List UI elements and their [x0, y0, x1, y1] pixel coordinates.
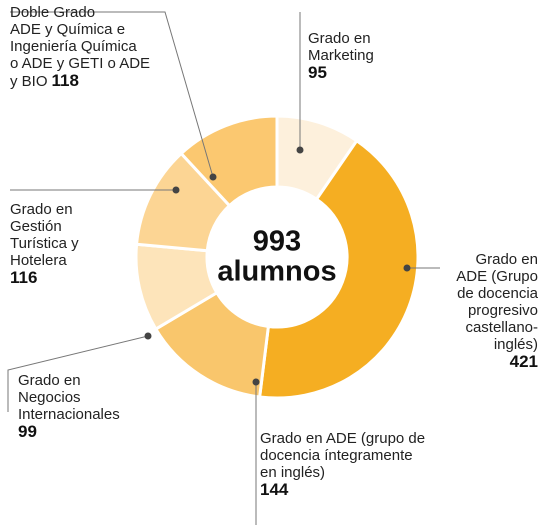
slice-name: Grado en ADE (Grupo de docencia progresi…	[456, 251, 538, 353]
center-label: alumnos	[217, 256, 336, 288]
slice-value: 421	[509, 352, 538, 371]
slice-value: 118	[51, 71, 79, 90]
leader-dot	[296, 146, 304, 154]
slice-value: 95	[308, 63, 327, 82]
leader-line	[10, 11, 214, 178]
slice-value: 99	[18, 422, 37, 441]
slice-label: Doble Grado ADE y Química e Ingeniería Q…	[10, 4, 190, 90]
slice-name: Grado en ADE (grupo de docencia íntegram…	[260, 430, 426, 481]
slice-value: 116	[10, 268, 38, 287]
leader-dot	[403, 264, 411, 272]
leader-dot	[144, 332, 152, 340]
slice-name: Grado en Negocios Internacionales	[18, 372, 120, 423]
slice-value: 144	[260, 480, 289, 499]
slice-label: Grado en Negocios Internacionales 99	[18, 372, 158, 440]
slice-name: Grado en Gestión Turística y Hotelera	[10, 201, 79, 269]
slice-label: Grado en Gestión Turística y Hotelera 116	[10, 201, 120, 286]
slice-label: Grado en Marketing 95	[308, 30, 438, 81]
leader-dot	[209, 173, 217, 181]
leader-dot	[172, 186, 180, 194]
slice-name: Grado en Marketing	[308, 30, 374, 64]
slice-label: Grado en ADE (Grupo de docencia progresi…	[400, 251, 538, 370]
slice-label: Grado en ADE (grupo de docencia íntegram…	[260, 430, 490, 498]
slice-name: Doble Grado ADE y Química e Ingeniería Q…	[10, 4, 151, 90]
center-total: 993	[253, 226, 301, 258]
leader-dot	[252, 378, 260, 386]
leader-line	[7, 335, 149, 412]
slice	[257, 138, 420, 400]
slice	[179, 114, 279, 208]
